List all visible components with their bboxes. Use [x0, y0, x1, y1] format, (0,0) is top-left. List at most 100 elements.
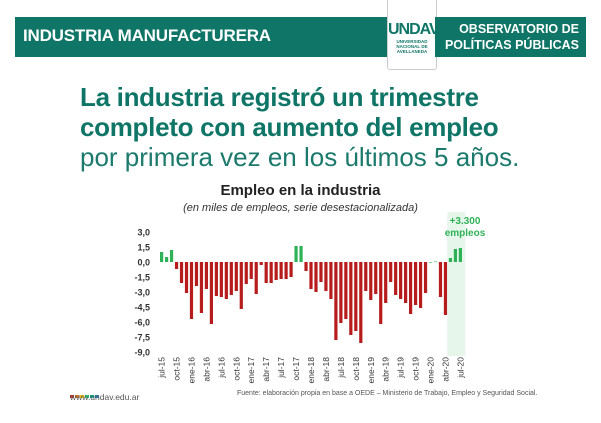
chart-subtitle: (en miles de empleos, serie desestaciona…: [183, 202, 418, 214]
bar: [374, 262, 378, 294]
headline-line-1: La industria registró un trimestre: [80, 82, 479, 112]
bar: [428, 262, 433, 263]
bar: [354, 262, 358, 331]
x-tick-label: ene-18: [306, 357, 316, 384]
bar: [184, 262, 189, 293]
y-tick-label: -6,0: [134, 318, 150, 328]
brand-dot: [85, 395, 89, 398]
y-tick-label: -1,5: [134, 273, 150, 283]
brand-dot: [70, 395, 74, 398]
observatory-line: POLÍTICAS PÚBLICAS: [444, 38, 579, 52]
bar: [359, 262, 363, 343]
x-tick-label: oct-18: [351, 357, 361, 381]
bar: [169, 250, 174, 262]
brand-dots: [70, 385, 100, 403]
bar: [219, 262, 223, 297]
bar: [404, 262, 408, 303]
brand-dot: [90, 395, 94, 398]
bar: [448, 258, 453, 262]
bar: [279, 262, 283, 279]
y-tick-label: -4,5: [134, 303, 150, 313]
bar: [413, 262, 418, 305]
undav-logo: UNDAV UNIVERSIDAD NACIONAL DE AVELLANEDA: [387, 0, 440, 70]
y-tick-label: -7,5: [134, 333, 150, 343]
bar: [344, 262, 348, 319]
logo-text: AVELLANEDA: [396, 49, 428, 54]
bar: [234, 262, 238, 291]
bar: [339, 262, 343, 323]
bar: [389, 262, 393, 282]
bar: [369, 262, 373, 300]
source-note: Fuente: elaboración propia en base a OED…: [237, 390, 538, 397]
y-tick-label: -9,0: [134, 348, 150, 358]
x-tick-label: abr-17: [261, 357, 271, 382]
bar: [239, 262, 243, 309]
bar: [379, 262, 383, 324]
bar: [259, 262, 263, 265]
x-tick-label: ene-17: [246, 357, 256, 384]
chart-annotation: +3.300 empleos: [440, 216, 490, 240]
x-tick-label: jul-19: [396, 357, 406, 379]
x-tick-label: abr-18: [321, 357, 331, 382]
y-tick-label: -3,0: [134, 288, 150, 298]
bar: [160, 252, 164, 262]
x-tick-label: ene-19: [366, 357, 376, 384]
bar: [299, 246, 303, 262]
bar: [329, 262, 333, 299]
x-tick-label: ene-16: [186, 357, 196, 384]
bar: [284, 262, 288, 279]
logo-text: NACIONAL DE: [396, 44, 428, 49]
bar: [443, 262, 448, 315]
bar: [264, 262, 268, 283]
bar: [164, 257, 169, 262]
brand-dot: [80, 395, 84, 398]
bar: [254, 262, 258, 294]
brand-dot: [95, 395, 99, 398]
bar: [289, 262, 293, 277]
bar: [438, 262, 443, 297]
bar: [244, 262, 248, 284]
x-tick-label: abr-19: [381, 357, 391, 382]
x-tick-label: jul-15: [157, 357, 167, 379]
bar: [409, 262, 413, 314]
bar: [199, 262, 204, 313]
bar: [294, 246, 298, 262]
x-tick-label: jul-18: [336, 357, 346, 379]
bar: [209, 262, 213, 324]
website-link[interactable]: www.undav.edu.ar: [70, 392, 140, 402]
y-tick-label: 3,0: [137, 228, 150, 238]
bar: [214, 262, 218, 296]
bar: [433, 261, 438, 263]
annotation-unit: empleos: [444, 228, 486, 239]
bar: [314, 262, 318, 292]
y-tick-label: 0,0: [137, 258, 150, 268]
logo-mark: UNDAV: [388, 21, 440, 38]
y-tick-label: 1,5: [137, 243, 150, 253]
chart-title: Empleo en la industria: [220, 182, 381, 199]
annotation-value: +3.300: [449, 216, 481, 227]
bar: [384, 262, 388, 303]
section-banner: INDUSTRIA MANUFACTURERA: [15, 17, 387, 57]
observatory-line: OBSERVATORIO DE: [459, 22, 579, 36]
bar: [423, 262, 428, 293]
x-tick-label: jul-17: [276, 357, 286, 379]
bar: [309, 262, 313, 289]
bar: [189, 262, 194, 319]
x-tick-label: oct-16: [231, 357, 241, 381]
bar: [364, 262, 368, 291]
x-tick-label: oct-15: [172, 357, 182, 381]
bar: [269, 262, 273, 283]
logo-text: UNIVERSIDAD: [396, 39, 428, 44]
x-tick-label: abr-16: [201, 357, 211, 382]
bar: [229, 262, 233, 295]
brand-dot: [75, 395, 79, 398]
bar: [334, 262, 338, 340]
observatory-banner: OBSERVATORIO DE POLÍTICAS PÚBLICAS: [435, 17, 586, 57]
x-tick-label: oct-17: [291, 357, 301, 381]
bar: [324, 262, 328, 291]
bar: [394, 262, 398, 295]
x-tick-label: oct-19: [411, 357, 421, 381]
bar: [224, 262, 228, 299]
